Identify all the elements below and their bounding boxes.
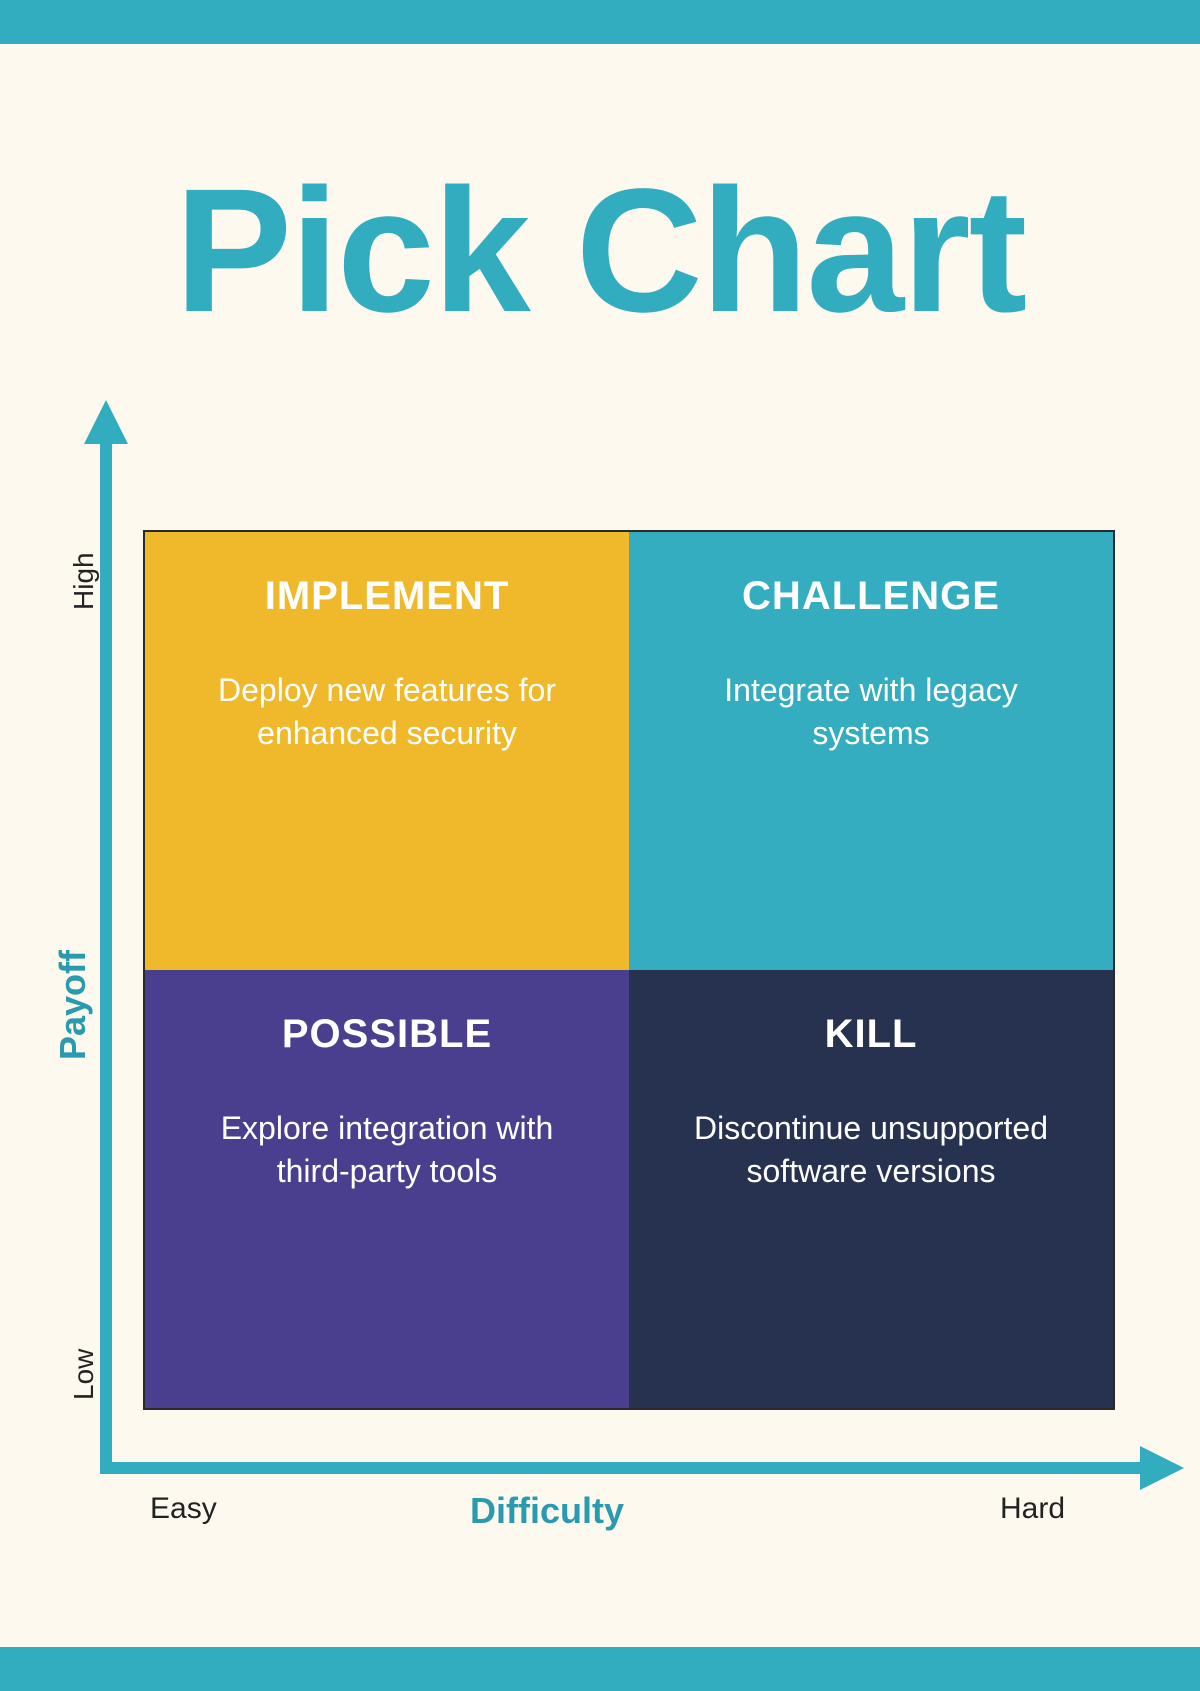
quadrant-grid: IMPLEMENT Deploy new features for enhanc…: [143, 530, 1115, 1410]
x-axis-line: [100, 1462, 1146, 1474]
quadrant-kill: KILL Discontinue unsupported software ve…: [629, 970, 1113, 1408]
quadrant-body: Deploy new features for enhanced securit…: [207, 669, 567, 755]
quadrant-title: IMPLEMENT: [265, 574, 510, 619]
quadrant-implement: IMPLEMENT Deploy new features for enhanc…: [145, 532, 629, 970]
x-axis-label: Difficulty: [470, 1490, 624, 1532]
y-axis-arrowhead: [84, 400, 128, 444]
quadrant-body: Discontinue unsupported software version…: [691, 1107, 1051, 1193]
quadrant-title: CHALLENGE: [742, 574, 1000, 619]
quadrant-possible: POSSIBLE Explore integration with third-…: [145, 970, 629, 1408]
top-band: [0, 0, 1200, 44]
y-axis-tick-high: High: [68, 552, 100, 610]
x-axis-arrowhead: [1140, 1446, 1184, 1490]
quadrant-body: Explore integration with third-party too…: [207, 1107, 567, 1193]
quadrant-title: POSSIBLE: [282, 1012, 492, 1057]
y-axis-label: Payoff: [52, 950, 94, 1060]
quadrant-title: KILL: [825, 1012, 918, 1057]
y-axis-tick-low: Low: [68, 1349, 100, 1400]
page-title: Pick Chart: [0, 150, 1200, 352]
y-axis-line: [100, 440, 112, 1470]
quadrant-body: Integrate with legacy systems: [691, 669, 1051, 755]
x-axis-tick-hard: Hard: [1000, 1492, 1065, 1526]
bottom-band: [0, 1647, 1200, 1691]
x-axis-tick-easy: Easy: [150, 1492, 217, 1526]
quadrant-challenge: CHALLENGE Integrate with legacy systems: [629, 532, 1113, 970]
